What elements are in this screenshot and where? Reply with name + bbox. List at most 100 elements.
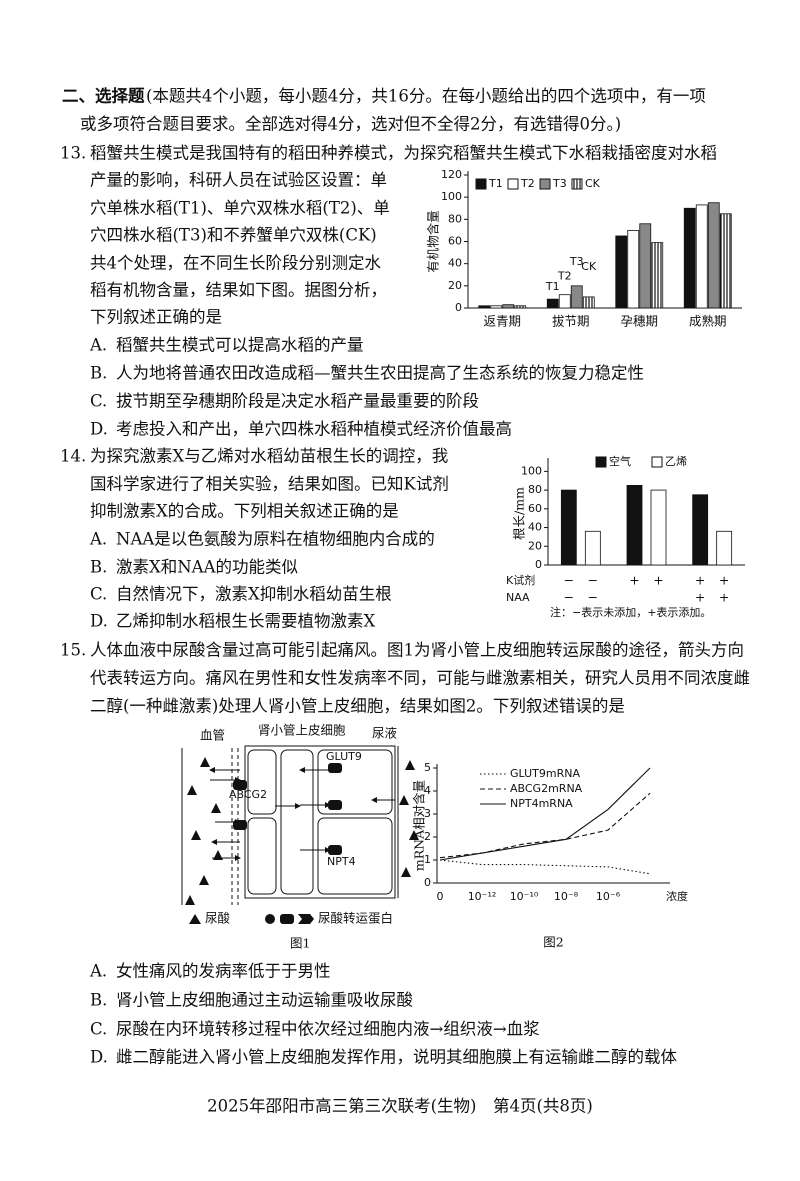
y-tick-label: 4 (424, 784, 431, 797)
bar (707, 202, 720, 309)
y-tick-label: 0 (424, 876, 431, 889)
y-tick-label: 100 (521, 464, 542, 477)
option-label: D. (90, 1048, 108, 1067)
uric-acid-icon (409, 830, 419, 840)
bar-annotation: CK (581, 260, 597, 273)
x-tick-label: 孕穗期 (620, 314, 658, 329)
transporter-icon (233, 780, 247, 790)
uric-acid-icon (405, 760, 415, 770)
bar (502, 304, 515, 309)
bar (478, 305, 491, 309)
npt4-label: NPT4 (327, 855, 356, 868)
legend-swatch (571, 178, 583, 190)
bar (514, 305, 527, 309)
question-text: 产量的影响，科研人员在试验区设置：单 (90, 171, 387, 190)
legend-swatch (595, 456, 607, 468)
option-label: C. (90, 392, 107, 411)
y-tick-label: 0 (455, 301, 462, 314)
uric-acid-icon (199, 875, 209, 885)
x-tick-label: 0 (437, 890, 444, 903)
treatment-mark: − (564, 573, 574, 588)
legend-label: GLUT9mRNA (510, 767, 580, 780)
uric-acid-icon (191, 830, 201, 840)
footer: 2025年邵阳市高三第三次联考(生物) 第4页(共8页) (207, 1097, 593, 1116)
option-text: 女性痛风的发病率低于于男性 (116, 962, 331, 981)
question-text: 代表转运方向。痛风在男性和女性发病率不同，可能与雌激素相关，研究人员用不同浓度雌 (90, 669, 750, 688)
bar (626, 485, 643, 566)
x-tick-label: 拔节期 (552, 314, 590, 329)
urine-label: 尿液 (372, 726, 398, 741)
bar (627, 230, 640, 309)
question-text: 穴四株水稻(T3)和不养蟹单穴双株(CK) (90, 226, 377, 245)
chart-note: 注：−表示未添加，+表示添加。 (550, 605, 711, 619)
y-axis-label: 根长/mm (512, 487, 527, 540)
transporter-icon (233, 820, 247, 830)
treatment-mark: + (695, 573, 705, 588)
y-tick-label: 60 (448, 235, 462, 248)
bar (651, 242, 664, 309)
y-tick-label: 3 (424, 807, 431, 820)
treatment-mark: + (695, 590, 705, 605)
uric-acid-icon (187, 785, 197, 795)
y-tick-label: 100 (441, 190, 462, 203)
question-text: 人体血液中尿酸含量过高可能引起痛风。图1为肾小管上皮细胞转运尿酸的途径，箭头方向 (90, 641, 744, 660)
vessel-label: 血管 (200, 728, 225, 743)
bar (490, 305, 503, 309)
bar-annotation: T1 (545, 280, 560, 293)
legend-uric-acid: 尿酸 (205, 911, 231, 926)
question-text: 二醇(一种雌激素)处理人肾小管上皮细胞，结果如图2。下列叙述错误的是 (90, 697, 625, 716)
option-text: 人为地将普通农田改造成稻—蟹共生农田提高了生态系统的恢复力稳定性 (116, 364, 644, 383)
legend-label: T3 (552, 177, 567, 190)
legend-label: T1 (488, 177, 503, 190)
option-text: 拔节期至孕穗期阶段是决定水稻产量最重要的阶段 (116, 392, 479, 411)
glut9-label: GLUT9 (326, 750, 362, 763)
bar (719, 213, 732, 309)
legend-swatch (539, 178, 551, 190)
option-label: D. (90, 612, 108, 631)
section-heading: 二、选择题 (62, 86, 145, 106)
option-text: 乙烯抑制水稻根生长需要植物激素X (116, 612, 376, 631)
bar (639, 223, 652, 309)
question-text: 抑制激素X的合成。下列相关叙述正确的是 (90, 502, 399, 521)
bar-annotation: T2 (557, 270, 572, 283)
question-text: 共4个处理，在不同生长阶段分别测定水 (90, 254, 381, 273)
y-tick-label: 0 (535, 558, 542, 571)
y-tick-label: 20 (448, 279, 462, 292)
y-tick-label: 5 (424, 761, 431, 774)
question-text: 国科学家进行了相关实验，结果如图。已知K试剂 (90, 475, 449, 494)
option-text: 考虑投入和产出，单穴四株水稻种植模式经济价值最高 (116, 420, 512, 439)
bar (650, 489, 667, 566)
transporter-icon (328, 845, 342, 855)
x-tick-label: 成熟期 (689, 314, 727, 329)
bar (683, 207, 696, 309)
legend-label: T2 (520, 177, 535, 190)
bar (558, 294, 571, 309)
y-tick-label: 60 (528, 502, 542, 515)
bar (692, 494, 709, 566)
y-tick-label: 40 (528, 521, 542, 534)
x-tick-label: 10⁻¹² (468, 890, 497, 903)
treatment-mark: + (653, 573, 663, 588)
chart-caption: 图2 (543, 935, 563, 950)
x-tick-label: 10⁻¹⁰ (510, 890, 539, 903)
y-axis-label: mRNA相对含量 (412, 780, 427, 871)
uric-acid-icon (185, 895, 195, 905)
bar (546, 298, 559, 309)
question-text: 穴单株水稻(T1)、单穴双株水稻(T2)、单 (90, 199, 390, 218)
cell-label: 肾小管上皮细胞 (258, 723, 346, 738)
figure-1-caption: 图1 (290, 936, 310, 951)
y-tick-label: 80 (528, 483, 542, 496)
x-tick-label: 10⁻⁶ (596, 890, 621, 903)
abcg2-label: ABCG2 (229, 788, 267, 801)
option-label: A. (89, 336, 107, 355)
legend-label: 空气 (609, 454, 631, 468)
bar (582, 296, 595, 309)
y-tick-label: 1 (424, 853, 431, 866)
transporter-icon (328, 763, 342, 773)
x-tick-label: 10⁻⁸ (554, 890, 579, 903)
option-label: B. (90, 558, 107, 577)
legend-transporter: 尿酸转运蛋白 (318, 911, 393, 926)
bar (570, 285, 583, 309)
treatment-mark: − (564, 590, 574, 605)
bar (584, 530, 601, 566)
